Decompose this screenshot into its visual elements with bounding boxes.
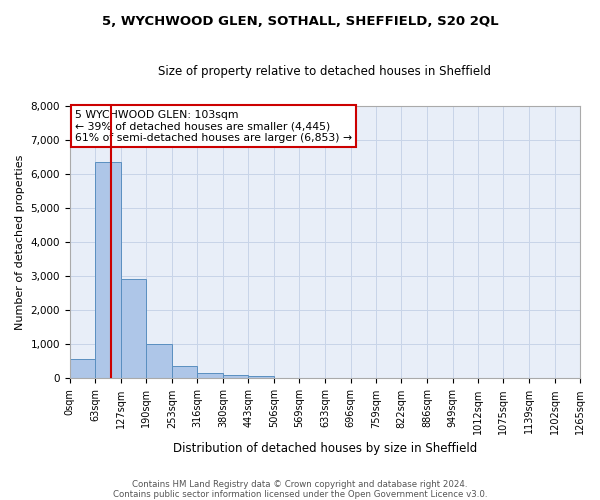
Bar — [223, 374, 248, 378]
Bar — [121, 279, 146, 378]
Text: Contains HM Land Registry data © Crown copyright and database right 2024.: Contains HM Land Registry data © Crown c… — [132, 480, 468, 489]
Y-axis label: Number of detached properties: Number of detached properties — [15, 154, 25, 330]
Bar — [95, 162, 121, 378]
Bar — [248, 376, 274, 378]
Bar — [197, 373, 223, 378]
X-axis label: Distribution of detached houses by size in Sheffield: Distribution of detached houses by size … — [173, 442, 477, 455]
Text: Contains public sector information licensed under the Open Government Licence v3: Contains public sector information licen… — [113, 490, 487, 499]
Text: 5, WYCHWOOD GLEN, SOTHALL, SHEFFIELD, S20 2QL: 5, WYCHWOOD GLEN, SOTHALL, SHEFFIELD, S2… — [101, 15, 499, 28]
Text: 5 WYCHWOOD GLEN: 103sqm
← 39% of detached houses are smaller (4,445)
61% of semi: 5 WYCHWOOD GLEN: 103sqm ← 39% of detache… — [75, 110, 352, 143]
Bar — [70, 359, 95, 378]
Title: Size of property relative to detached houses in Sheffield: Size of property relative to detached ho… — [158, 65, 491, 78]
Bar — [146, 344, 172, 378]
Bar — [172, 366, 197, 378]
